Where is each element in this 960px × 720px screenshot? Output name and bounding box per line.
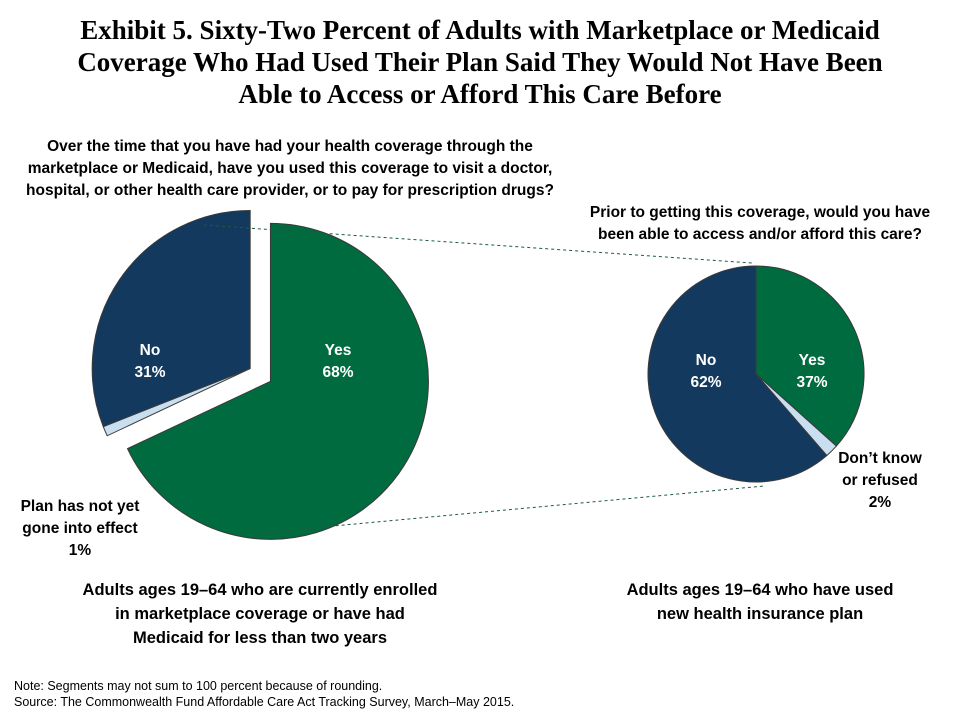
- right-yes-label-name: Yes: [798, 352, 826, 369]
- connector-bottom: [257, 485, 765, 534]
- left-pie: [91, 209, 429, 540]
- right-no-label-name: No: [695, 352, 717, 369]
- right-yes-label-value: 37%: [796, 374, 828, 391]
- right-caption-line-2: new health insurance plan: [656, 605, 864, 623]
- connector-top: [203, 224, 753, 264]
- left-question-line-1: Over the time that you have had your hea…: [47, 138, 533, 155]
- connector-lines: [203, 224, 765, 534]
- right-question: Prior to getting this coverage, would yo…: [570, 202, 950, 246]
- title-line-3: Able to Access or Afford This Care Befor…: [238, 79, 722, 109]
- note-line: Note: Segments may not sum to 100 percen…: [14, 679, 383, 693]
- title-line-1: Exhibit 5. Sixty-Two Percent of Adults w…: [80, 15, 880, 45]
- right-yes-label: Yes 37%: [782, 350, 842, 394]
- right-question-line-1: Prior to getting this coverage, would yo…: [589, 204, 931, 221]
- title-line-2: Coverage Who Had Used Their Plan Said Th…: [77, 47, 883, 77]
- left-plan-label-line-2: gone into effect: [22, 520, 138, 537]
- left-no-label-value: 31%: [134, 364, 166, 381]
- left-question-line-2: marketplace or Medicaid, have you used t…: [27, 160, 553, 177]
- left-no-label-name: No: [139, 342, 161, 359]
- left-plan-not-effective-label: Plan has not yet gone into effect 1%: [0, 496, 160, 562]
- left-caption: Adults ages 19–64 who are currently enro…: [20, 578, 500, 650]
- left-no-label: No 31%: [120, 340, 180, 384]
- chart-title: Exhibit 5. Sixty-Two Percent of Adults w…: [0, 14, 960, 110]
- right-caption: Adults ages 19–64 who have used new heal…: [580, 578, 940, 626]
- left-caption-line-2: in marketplace coverage or have had: [115, 605, 405, 623]
- right-no-label-value: 62%: [690, 374, 722, 391]
- source-line: Source: The Commonwealth Fund Affordable…: [14, 695, 515, 709]
- left-yes-label: Yes 68%: [308, 340, 368, 384]
- right-question-line-2: been able to access and/or afford this c…: [598, 226, 922, 243]
- right-pie: [647, 265, 865, 483]
- right-pie-slice-no: [647, 265, 828, 483]
- right-no-label: No 62%: [676, 350, 736, 394]
- left-yes-label-value: 68%: [322, 364, 354, 381]
- left-question: Over the time that you have had your hea…: [10, 136, 570, 202]
- right-dont-know-label: Don’t know or refused 2%: [820, 448, 940, 514]
- right-pie-slice-yes: [755, 265, 865, 447]
- left-caption-line-1: Adults ages 19–64 who are currently enro…: [82, 581, 438, 599]
- left-question-line-3: hospital, or other health care provider,…: [26, 182, 554, 199]
- right-dk-label-line-1: Don’t know: [838, 450, 922, 467]
- right-dk-label-line-3: 2%: [868, 494, 892, 511]
- left-plan-label-line-3: 1%: [68, 542, 92, 559]
- left-plan-label-line-1: Plan has not yet: [20, 498, 140, 515]
- right-caption-line-1: Adults ages 19–64 who have used: [626, 581, 894, 599]
- left-pie-slice-no: [91, 209, 251, 428]
- left-pie-slice-yes: [126, 222, 429, 540]
- left-caption-line-3: Medicaid for less than two years: [133, 629, 387, 647]
- right-dk-label-line-2: or refused: [842, 472, 918, 489]
- footnote: Note: Segments may not sum to 100 percen…: [14, 678, 714, 710]
- left-yes-label-name: Yes: [324, 342, 352, 359]
